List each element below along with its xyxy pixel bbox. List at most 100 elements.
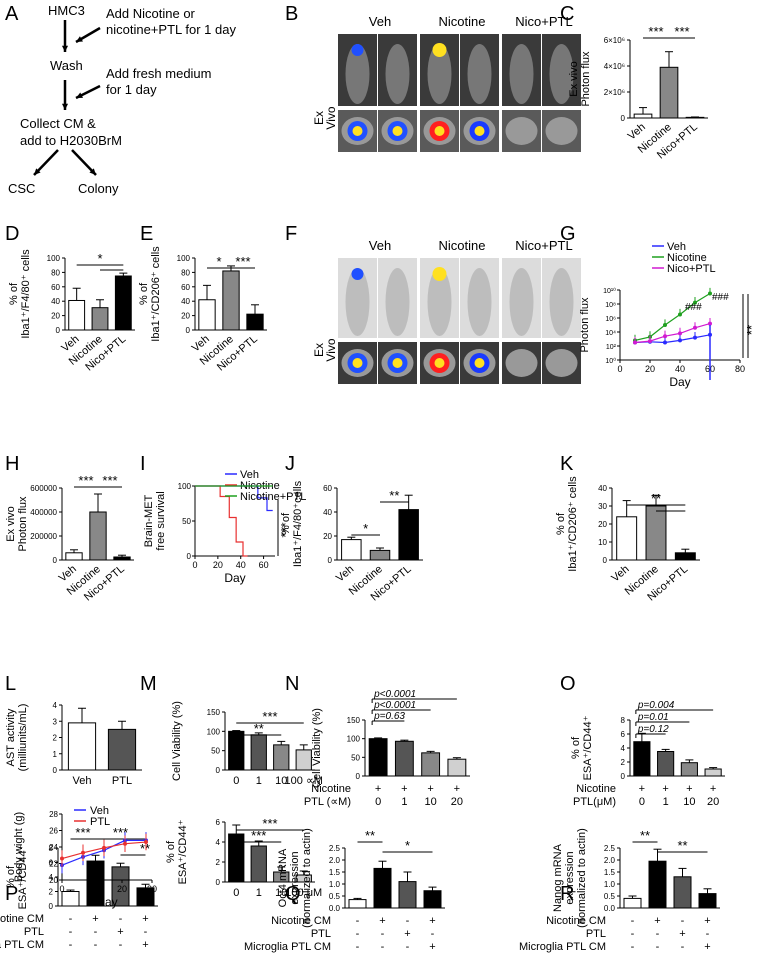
flow-arrow-in-2-head xyxy=(76,92,83,98)
chart-o-y-tick-label: 2 xyxy=(621,758,626,767)
chart-d-y-tick-label: 60 xyxy=(51,283,60,292)
chart-n-cond-label-1: PTL (∝M) xyxy=(304,796,351,808)
chart-g-y-tick-label: 10⁶ xyxy=(605,316,616,323)
panel-letter-c: C xyxy=(560,3,574,25)
flow-step-add: add to H2030BrM xyxy=(20,133,122,148)
chart-g-sig-label: ** xyxy=(744,325,759,335)
chart-l2-x-tick-label: 10 xyxy=(87,884,97,894)
chart-g-point xyxy=(633,340,637,345)
chart-g-annotation-0: ### xyxy=(685,302,702,313)
chart-r-ylabel-1: expression xyxy=(564,851,576,904)
flow-note-3: Add fresh medium xyxy=(106,66,212,81)
chart-p-cond-mark: - xyxy=(144,926,148,938)
chart-r-sig-label: ** xyxy=(640,828,650,843)
chart-p-bar-0 xyxy=(61,891,80,907)
chart-l1-y-tick-label: 3 xyxy=(53,717,58,726)
chart-n-p-label: p=0.63 xyxy=(373,711,405,722)
chart-l2-point xyxy=(144,840,148,845)
panel-letter-p: P xyxy=(5,883,18,905)
chart-o-p-label: p=0.004 xyxy=(637,700,675,711)
chart-g-point xyxy=(663,323,667,327)
panel-b-mouse-signal xyxy=(351,44,364,56)
panel-b-group-1: Nicotine xyxy=(439,14,486,29)
chart-j-y-tick-label: 60 xyxy=(323,484,332,493)
panel-letter-q: Q xyxy=(285,883,301,905)
panel-b-mouse-body xyxy=(427,44,452,104)
chart-e-y-tick-label: 80 xyxy=(181,268,190,277)
chart-q-ylabel-1: expression xyxy=(289,851,301,904)
chart-i-y-tick-label: 0 xyxy=(187,552,192,561)
panel-letter-a: A xyxy=(5,3,19,25)
chart-m2-y-tick-label: 2 xyxy=(216,858,221,867)
chart-r-y-tick-label: 0.0 xyxy=(604,904,616,913)
chart-m1-y-tick-label: 100 xyxy=(207,727,221,736)
chart-m2-sig-label: *** xyxy=(251,828,266,843)
chart-q-cond-label-2: Microglia PTL CM xyxy=(244,941,331,953)
chart-o-cond-mark: + xyxy=(710,783,716,795)
chart-n-ylabel-0: Cell Viability (%) xyxy=(311,708,323,788)
chart-m2-y-tick-label: 6 xyxy=(216,818,221,827)
chart-h-y-tick-label: 200000 xyxy=(30,532,57,541)
flow-note-1: Add Nicotine or xyxy=(106,6,196,21)
flow-arrow-down-1-head xyxy=(61,45,69,52)
chart-o-bar-3 xyxy=(704,768,722,777)
chart-q-bar-2 xyxy=(398,881,417,909)
chart-o-cond-label-0: Nicotine xyxy=(576,783,616,795)
chart-m1-sig-label: *** xyxy=(262,709,277,724)
chart-r-cond-mark: - xyxy=(631,941,635,953)
panel-b-group-0: Veh xyxy=(369,14,391,29)
chart-k-ylabel-0: % of xyxy=(555,512,567,535)
panel-letter-e: E xyxy=(140,223,153,245)
chart-h-sig-label: *** xyxy=(78,473,93,488)
chart-g-point xyxy=(693,300,697,305)
chart-j-y-tick-label: 20 xyxy=(323,532,332,541)
chart-l2-y-tick-label: 28 xyxy=(49,810,58,819)
panel-letter-l: L xyxy=(5,673,16,695)
chart-l2-y-tick-label: 26 xyxy=(49,827,58,836)
chart-m2-y-tick-label: 0 xyxy=(216,878,221,887)
chart-o-cond-label-1: PTL(μM) xyxy=(573,796,616,808)
chart-l2-legend-label: Veh xyxy=(90,805,109,817)
chart-q-ylabel-2: (normalized to actin) xyxy=(301,828,313,928)
chart-g-point xyxy=(678,312,682,317)
chart-n-y-tick-label: 0 xyxy=(356,772,361,781)
chart-k-y-tick-label: 10 xyxy=(598,538,607,547)
chart-e-bar-1 xyxy=(222,270,240,331)
chart-l1-y-tick-label: 2 xyxy=(53,734,58,743)
chart-l2-ylabel: Body wight (g) xyxy=(13,812,25,882)
chart-q-y-tick-label: 2.5 xyxy=(329,844,341,853)
chart-k-y-tick-label: 0 xyxy=(603,556,608,565)
chart-r-y-tick-label: 2.0 xyxy=(604,856,616,865)
chart-o-ylabel-0: % of xyxy=(570,736,582,759)
chart-g-legend-label: Nico+PTL xyxy=(667,263,716,275)
panel-letter-k: K xyxy=(560,453,574,475)
chart-i-legend-label: Nicotine+PTL xyxy=(240,491,306,503)
chart-c-bar-2 xyxy=(685,116,705,119)
chart-p-sig-label: *** xyxy=(75,825,90,840)
chart-p-cond-label-0: Nicotine CM xyxy=(0,913,44,925)
chart-e-y-tick-label: 0 xyxy=(186,326,191,335)
chart-p-cond-label-1: PTL xyxy=(24,926,44,938)
chart-p-cond-mark: + xyxy=(92,913,98,925)
chart-g-y-tick-label: 10⁸ xyxy=(605,302,616,309)
chart-r-y-tick-label: 1.5 xyxy=(604,868,616,877)
chart-c-sig-label: *** xyxy=(648,24,663,39)
chart-o-y-tick-label: 0 xyxy=(621,772,626,781)
chart-l1-ylabel-1: (milliunits/mL) xyxy=(17,704,29,772)
flow-arrow-in-1-head xyxy=(76,36,83,42)
chart-i-xlabel: Day xyxy=(224,571,245,585)
chart-n-p-label: p<0.0001 xyxy=(373,700,416,711)
chart-r-cond-mark: - xyxy=(656,928,660,940)
panel-b-exvivo-brain xyxy=(505,117,538,145)
chart-p-cond-mark: - xyxy=(69,926,73,938)
chart-q-y-tick-label: 1.5 xyxy=(329,868,341,877)
panel-f-group-2: Nico+PTL xyxy=(515,238,572,253)
chart-m2-bar-2 xyxy=(273,871,290,883)
chart-l2-y-tick-label: 20 xyxy=(49,876,58,885)
chart-d-y-tick-label: 0 xyxy=(56,326,61,335)
panel-f-mouse-body xyxy=(509,268,534,336)
panel-b-mouse-body xyxy=(467,44,492,104)
chart-r-ylabel-0: Nanog mRNA xyxy=(552,843,564,912)
chart-q-cond-mark: - xyxy=(356,941,360,953)
